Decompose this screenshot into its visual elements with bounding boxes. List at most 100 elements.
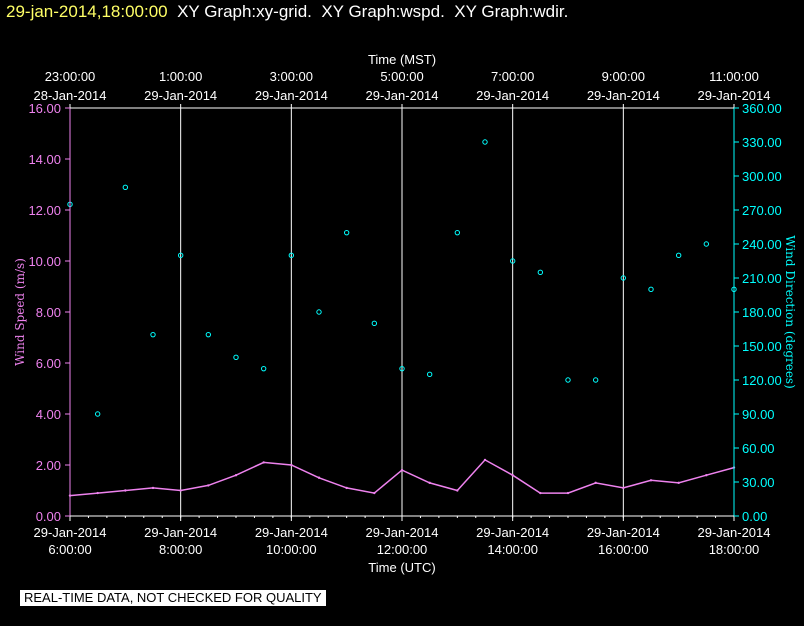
x-bottom-axis-label: Time (UTC) — [368, 560, 435, 575]
wdir-point — [371, 320, 378, 327]
x-top-tick-time: 23:00:00 — [45, 69, 96, 84]
x-bottom-tick-date: 29-Jan-2014 — [144, 525, 217, 540]
wspd-point — [151, 486, 155, 490]
x-top-tick-date: 29-Jan-2014 — [587, 88, 660, 103]
x-bottom-tick-time: 18:00:00 — [709, 542, 760, 557]
y-right-tick-label: 90.00 — [742, 407, 775, 422]
y-right-tick-label: 300.00 — [742, 169, 782, 184]
x-top-tick-date: 29-Jan-2014 — [366, 88, 439, 103]
wspd-point — [373, 491, 376, 495]
x-bottom-tick-date: 29-Jan-2014 — [34, 525, 107, 540]
wspd-point — [594, 481, 597, 485]
y-right-tick-label: 30.00 — [742, 475, 775, 490]
graph-name-wspd: XY Graph:wspd. — [321, 2, 445, 21]
wspd-point — [400, 468, 404, 472]
wspd-point — [622, 486, 625, 490]
x-bottom-tick-time: 8:00:00 — [159, 542, 202, 557]
x-bottom-tick-date: 29-Jan-2014 — [698, 525, 771, 540]
title-bar: 29-jan-2014,18:00:00 XY Graph:xy-grid. X… — [6, 2, 568, 22]
wdir-point — [260, 365, 267, 372]
graph-name-xy-grid: XY Graph:xy-grid. — [177, 2, 312, 21]
x-top-tick-date: 29-Jan-2014 — [255, 88, 328, 103]
x-top-tick-date: 29-Jan-2014 — [476, 88, 549, 103]
wspd-point — [677, 481, 680, 485]
y-right-tick-label: 330.00 — [742, 135, 782, 150]
wdir-point — [537, 269, 544, 276]
y-left-tick-label: 12.00 — [28, 203, 61, 218]
y-right-tick-label: 60.00 — [742, 441, 775, 456]
y-right-tick-label: 240.00 — [742, 237, 782, 252]
wdir-point — [288, 252, 295, 259]
x-bottom-tick-time: 6:00:00 — [48, 542, 91, 557]
wdir-point — [620, 275, 627, 281]
wdir-point — [703, 241, 710, 247]
wdir-point — [177, 252, 184, 259]
x-bottom-tick-date: 29-Jan-2014 — [366, 525, 439, 540]
y-right-axis-label: Wind Direction (degrees) — [783, 235, 797, 389]
y-left-tick-label: 0.00 — [36, 509, 61, 524]
wspd-point — [428, 481, 431, 485]
wspd-point — [207, 484, 210, 487]
wdir-point — [94, 411, 101, 417]
graph-name-wdir: XY Graph:wdir. — [454, 2, 569, 21]
timestamp: 29-jan-2014,18:00:00 — [6, 2, 168, 21]
y-right-tick-label: 0.00 — [742, 509, 767, 524]
wdir-point — [426, 371, 433, 378]
x-top-tick-time: 3:00:00 — [270, 69, 313, 84]
wspd-point — [96, 491, 99, 495]
wdir-point — [454, 229, 461, 236]
y-right-tick-label: 150.00 — [742, 339, 782, 354]
y-left-tick-label: 4.00 — [36, 407, 61, 422]
x-bottom-tick-time: 14:00:00 — [487, 542, 538, 557]
x-top-tick-date: 29-Jan-2014 — [144, 88, 217, 103]
wspd-point — [234, 474, 238, 477]
x-top-tick-date: 28-Jan-2014 — [34, 88, 107, 103]
wspd-point — [456, 489, 459, 492]
x-top-tick-time: 7:00:00 — [491, 69, 534, 84]
y-right-tick-label: 120.00 — [742, 373, 782, 388]
wdir-point — [648, 286, 654, 293]
wdir-point — [205, 331, 212, 338]
y-right-tick-label: 270.00 — [742, 203, 782, 218]
wdir-point — [592, 377, 599, 383]
wdir-point — [233, 354, 239, 361]
x-top-tick-date: 29-Jan-2014 — [698, 88, 771, 103]
x-bottom-tick-time: 10:00:00 — [266, 542, 317, 557]
wdir-point — [150, 331, 156, 338]
wdir-point — [316, 309, 322, 315]
y-left-tick-label: 16.00 — [28, 101, 61, 116]
x-bottom-tick-time: 12:00:00 — [377, 542, 428, 557]
x-top-tick-time: 5:00:00 — [380, 69, 423, 84]
wdir-point — [122, 184, 129, 191]
y-left-tick-label: 8.00 — [36, 305, 61, 320]
y-right-tick-label: 210.00 — [742, 271, 782, 286]
x-top-tick-time: 9:00:00 — [602, 69, 645, 84]
wspd-point — [179, 489, 182, 492]
wdir-point — [675, 252, 682, 259]
wspd-point — [539, 491, 542, 495]
x-top-tick-time: 11:00:00 — [709, 69, 759, 84]
wdir-point — [482, 139, 488, 145]
y-left-tick-label: 6.00 — [36, 356, 61, 371]
wspd-point — [705, 474, 708, 477]
wspd-point — [511, 474, 514, 477]
quality-note: REAL-TIME DATA, NOT CHECKED FOR QUALITY — [20, 590, 326, 606]
x-bottom-tick-date: 29-Jan-2014 — [255, 525, 328, 540]
wspd-point — [566, 491, 570, 495]
y-right-tick-label: 360.00 — [742, 101, 782, 116]
x-bottom-tick-time: 16:00:00 — [598, 542, 649, 557]
y-left-axis-label: Wind Speed (m/s) — [13, 258, 27, 366]
wdir-point — [399, 365, 405, 372]
wspd-point — [124, 489, 127, 492]
wdir-point — [509, 258, 516, 264]
wspd-point — [262, 461, 265, 464]
x-bottom-tick-date: 29-Jan-2014 — [476, 525, 549, 540]
wind-speed-series — [68, 458, 736, 497]
wdir-point — [343, 229, 350, 236]
wspd-point — [649, 479, 653, 482]
wspd-point — [483, 458, 487, 462]
x-top-tick-time: 1:00:00 — [159, 69, 202, 84]
y-right-tick-label: 180.00 — [742, 305, 782, 320]
wspd-point — [290, 463, 293, 467]
